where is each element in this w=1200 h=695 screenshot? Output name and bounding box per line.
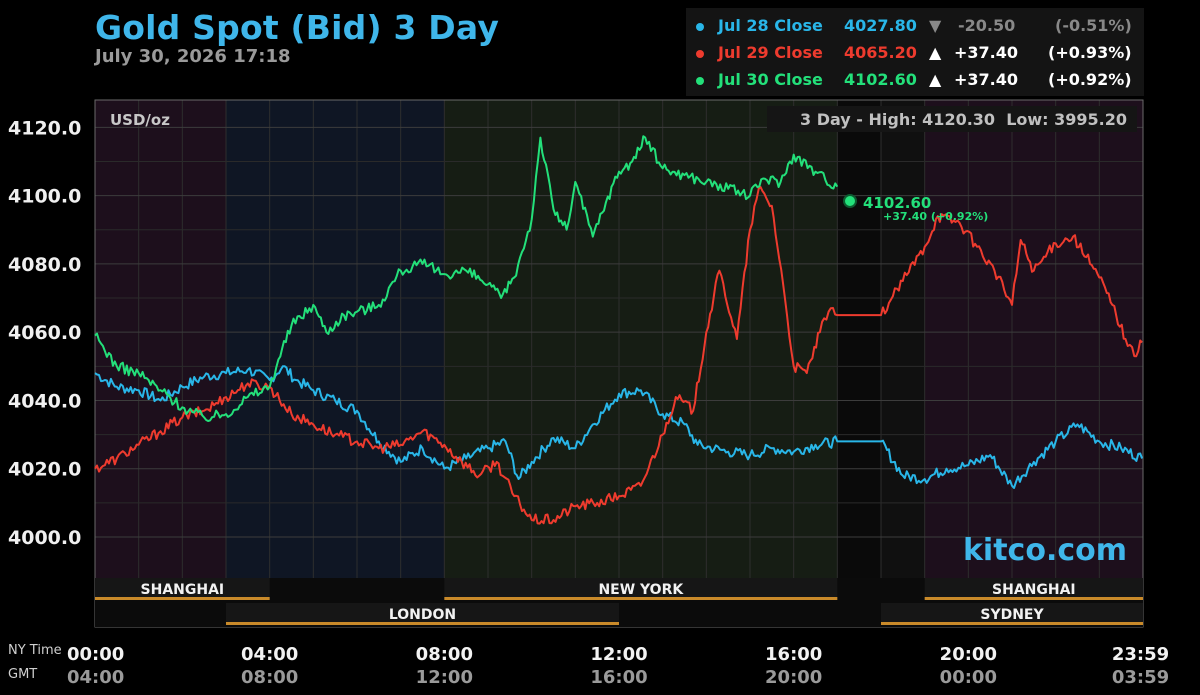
market-bar [226, 622, 619, 625]
legend-label: Jul 30 Close [718, 70, 823, 89]
range-text: 3 Day - High: 4120.30 Low: 3995.20 [800, 110, 1127, 129]
x-tick-ny: 12:00 [590, 644, 647, 665]
watermark: kitco.com [963, 533, 1127, 568]
y-tick-label: 4060.0 [8, 322, 81, 344]
session-band [881, 100, 925, 578]
legend-arrow: ▲ [929, 70, 942, 89]
range-box [767, 106, 1137, 132]
series-line-jul-30 [94, 135, 839, 422]
y-tick-label: 4040.0 [8, 390, 81, 412]
session-band [444, 100, 838, 578]
x-tick-ny: 00:00 [67, 644, 124, 665]
market-bar [95, 597, 270, 600]
x-tick-gmt: 03:59 [1112, 667, 1169, 688]
x-tick-ny: 20:00 [940, 644, 997, 665]
market-box [95, 578, 270, 597]
last-price-marker [843, 194, 857, 208]
legend-change: +37.40 [954, 43, 1019, 62]
x-tick-gmt: 04:00 [67, 667, 124, 688]
legend-pct: (-0.51%) [1055, 16, 1132, 35]
legend-row-jul29: Jul 29 Close 4065.20 ▲ +37.40 (+0.93%) [686, 43, 1144, 65]
series-line-jul-29 [94, 186, 1143, 525]
gmt-label: GMT [8, 667, 37, 682]
ny-time-label: NY Time [8, 643, 62, 658]
legend-value: 4102.60 [844, 70, 917, 89]
market-box [924, 578, 1143, 597]
chart-title: Gold Spot (Bid) 3 Day [95, 8, 500, 47]
x-tick-gmt: 20:00 [765, 667, 822, 688]
unit-label: USD/oz [110, 111, 170, 129]
market-label: SHANGHAI [992, 582, 1076, 598]
series-lines [94, 135, 1144, 525]
market-bar [881, 622, 1143, 625]
legend-row-jul28: Jul 28 Close 4027.80 ▼ -20.50 (-0.51%) [686, 16, 1144, 38]
market-label: SHANGHAI [141, 582, 225, 598]
legend-dot [696, 23, 704, 31]
market-box [881, 603, 1143, 622]
last-price-change: +37.40 (+0.92%) [883, 210, 988, 223]
legend-change: +37.40 [954, 70, 1019, 89]
legend-pct: (+0.93%) [1048, 43, 1132, 62]
y-tick-label: 4120.0 [8, 117, 81, 139]
series-line-jul-28 [94, 365, 1144, 489]
y-tick-label: 4020.0 [8, 459, 81, 481]
x-tick-ny: 08:00 [416, 644, 473, 665]
y-tick-label: 4000.0 [8, 527, 81, 549]
session-band [95, 100, 226, 578]
session-band [837, 100, 881, 578]
y-axis-ticks: 4000.0 4020.0 4040.0 4060.0 4080.0 4100.0 4120… [8, 117, 81, 549]
legend-arrow: ▲ [929, 43, 942, 62]
session-shading [95, 100, 1143, 578]
x-tick-ny: 16:00 [765, 644, 822, 665]
legend-dot [696, 50, 704, 58]
legend-pct: (+0.92%) [1048, 70, 1132, 89]
x-tick-ny: 23:59 [1112, 644, 1169, 665]
market-box [444, 578, 838, 597]
session-band [226, 100, 445, 578]
market-label: SYDNEY [980, 607, 1044, 623]
x-tick-gmt: 16:00 [590, 667, 647, 688]
legend-label: Jul 29 Close [718, 43, 823, 62]
x-tick-gmt: 12:00 [416, 667, 473, 688]
legend-dot [696, 77, 704, 85]
session-band [924, 100, 1143, 578]
legend-value: 4027.80 [844, 16, 917, 35]
market-sessions: SHANGHAI LONDON NEW YORK SYDNEY SHANGHAI [95, 578, 1143, 627]
x-tick-ny: 04:00 [241, 644, 298, 665]
market-bar [924, 597, 1143, 600]
last-price-value: 4102.60 [863, 194, 931, 212]
x-tick-gmt: 08:00 [241, 667, 298, 688]
market-label: LONDON [389, 607, 456, 623]
x-axis-ticks: 00:0004:0004:0008:0008:0012:0012:0016:00… [67, 644, 1169, 688]
legend-change: -20.50 [958, 16, 1016, 35]
y-tick-label: 4080.0 [8, 254, 81, 276]
legend: Jul 28 Close 4027.80 ▼ -20.50 (-0.51%) J… [686, 8, 1144, 96]
legend-label: Jul 28 Close [718, 16, 823, 35]
legend-arrow: ▼ [929, 16, 942, 35]
legend-value: 4065.20 [844, 43, 917, 62]
market-label: NEW YORK [598, 582, 684, 598]
x-tick-gmt: 00:00 [940, 667, 997, 688]
chart-timestamp: July 30, 2026 17:18 [95, 46, 291, 67]
legend-row-jul30: Jul 30 Close 4102.60 ▲ +37.40 (+0.92%) [686, 70, 1144, 92]
market-box [226, 603, 619, 622]
y-tick-label: 4100.0 [8, 186, 81, 208]
market-bar [444, 597, 838, 600]
